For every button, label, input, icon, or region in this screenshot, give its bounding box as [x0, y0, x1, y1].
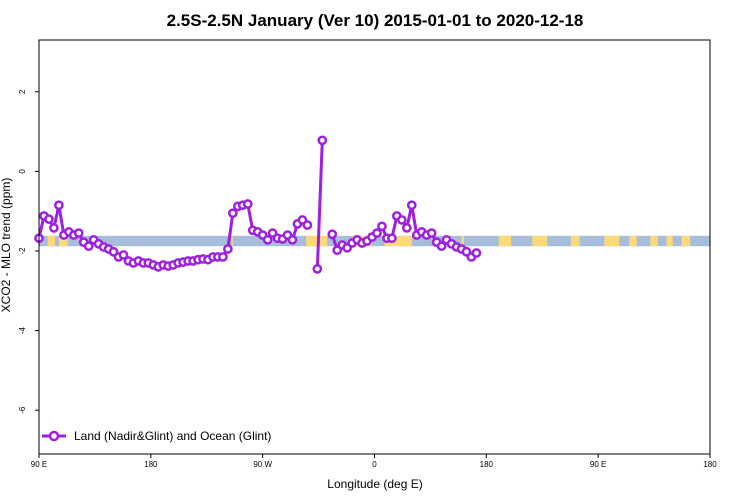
- data-point-71: [387, 233, 397, 244]
- data-point-38: [223, 244, 233, 254]
- data-point-69: [377, 221, 387, 232]
- data-point-68: [372, 228, 382, 238]
- y-tick-label-0: 2: [18, 89, 27, 94]
- plot-frame: [38, 39, 711, 455]
- land-band-6: [461, 235, 464, 247]
- data-point-4: [54, 200, 64, 211]
- land-band-2: [231, 235, 233, 247]
- data-point-39: [227, 208, 238, 219]
- x-axis: 90 E 180 90 W 0 180 90 E 180: [31, 454, 717, 469]
- data-point-59: [327, 229, 338, 240]
- data-point-74: [401, 223, 412, 233]
- land-band-1: [58, 235, 68, 247]
- y-axis: 2 0 -2 -4 -6: [18, 89, 39, 414]
- data-point-79: [426, 228, 437, 238]
- data-point-17: [118, 250, 129, 260]
- data-point-42: [242, 199, 253, 209]
- legend-marker-swatch: [48, 430, 60, 442]
- land-band-9: [570, 235, 580, 247]
- data-point-73: [396, 215, 407, 225]
- x-tick-label-6: 180: [703, 460, 717, 469]
- x-tick-label-1: 180: [144, 460, 158, 469]
- land-band-11: [629, 235, 637, 247]
- data-point-88: [471, 248, 482, 258]
- data-point-57: [317, 135, 328, 146]
- x-tick-label-4: 180: [480, 460, 494, 469]
- y-axis-label: XCO2 - MLO trend (ppm): [0, 178, 13, 313]
- y-tick-label-1: 0: [18, 169, 27, 174]
- land-band-13: [666, 235, 673, 247]
- legend-entry-0: Land (Nadir&Glint) and Ocean (Glint): [74, 429, 271, 443]
- land-band-3: [306, 235, 328, 247]
- y-tick-label-4: -6: [18, 406, 27, 414]
- data-point-75: [406, 200, 417, 211]
- data-point-3: [49, 223, 59, 233]
- x-tick-label-5: 90 E: [590, 460, 606, 469]
- x-axis-label: Longitude (deg E): [327, 477, 422, 491]
- land-band-14: [681, 235, 691, 247]
- data-point-46: [262, 234, 273, 245]
- x-tick-label-0: 90 E: [31, 460, 47, 469]
- chart-title: 2.5S-2.5N January (Ver 10) 2015-01-01 to…: [167, 11, 584, 30]
- data-point-37: [218, 252, 228, 262]
- data-point-54: [302, 220, 313, 230]
- data-point-51: [287, 234, 298, 245]
- data-point-2: [44, 214, 54, 224]
- x-tick-label-3: 0: [372, 460, 377, 469]
- y-tick-label-3: -4: [18, 326, 27, 334]
- series-layer: [34, 135, 482, 274]
- y-tick-label-2: -2: [18, 247, 27, 255]
- land-band-8: [532, 235, 548, 247]
- x-tick-label-2: 90 W: [253, 460, 272, 469]
- data-point-10: [83, 241, 94, 252]
- land-band-0: [47, 235, 56, 247]
- land-band-5: [384, 235, 412, 247]
- land-band-7: [498, 235, 512, 247]
- land-band-10: [604, 235, 620, 247]
- data-point-81: [436, 241, 447, 252]
- legend: Land (Nadir&Glint) and Ocean (Glint): [42, 429, 271, 443]
- data-point-56: [312, 264, 323, 274]
- series-0-line-1: [315, 140, 324, 269]
- data-point-8: [73, 228, 84, 238]
- land-band-12: [650, 235, 658, 247]
